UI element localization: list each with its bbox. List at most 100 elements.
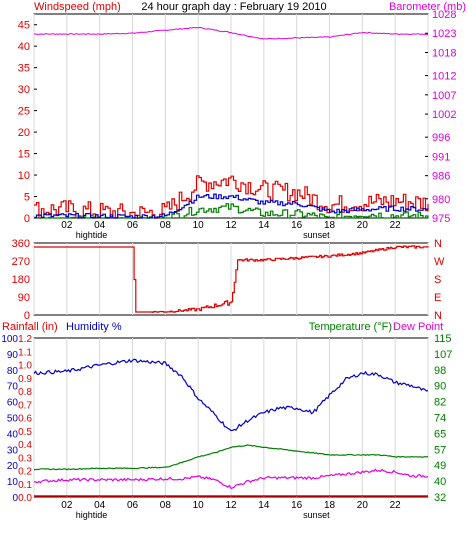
panel3-temp-tick-label: 82 bbox=[434, 397, 446, 409]
panel3-humidity-tick-label: 50 bbox=[7, 414, 19, 425]
panel1-x-tick-label: 10 bbox=[193, 220, 205, 231]
panel1-left-tick-label: 10 bbox=[18, 170, 30, 182]
panel3-x-tick-label: 12 bbox=[225, 500, 237, 511]
panel3-humidity-tick-label: 80 bbox=[7, 366, 19, 377]
panel3-x-tick-label: 02 bbox=[61, 500, 73, 511]
panel3-rain-tick-label: 0.9 bbox=[18, 374, 32, 385]
panel1-right-tick-label: 1007 bbox=[432, 90, 456, 102]
panel1-sunset-label: sunset bbox=[303, 230, 330, 240]
panel2-left-tick-label: 90 bbox=[18, 292, 30, 304]
panel1-x-tick-label: 20 bbox=[357, 220, 369, 231]
panel3-temp-tick-label: 32 bbox=[434, 492, 446, 504]
dew-point-series-line bbox=[33, 468, 429, 490]
panel1-title: 24 hour graph day : February 19 2010 bbox=[141, 1, 326, 13]
panel3-temp-tick-label: 40 bbox=[434, 476, 446, 488]
panel3-humidity-axis-title: Humidity % bbox=[66, 321, 122, 333]
panel3-x-tick-label: 14 bbox=[258, 500, 270, 511]
panel3-x-tick-label: 10 bbox=[193, 500, 205, 511]
panel1-x-tick-label: 16 bbox=[291, 220, 303, 231]
panel3-rain-tick-label: 0.7 bbox=[18, 400, 32, 411]
panel1-right-tick-label: 996 bbox=[432, 132, 450, 144]
panel2-right-tick-label: N bbox=[434, 238, 442, 250]
panel1-x-tick-label: 22 bbox=[390, 220, 402, 231]
panel3-temp-tick-label: 49 bbox=[434, 460, 446, 472]
panel2-left-tick-label: 180 bbox=[12, 274, 30, 286]
panel3-temp-tick-label: 98 bbox=[434, 365, 446, 377]
temperature-series-line bbox=[33, 444, 429, 471]
panel1-right-tick-label: 1018 bbox=[432, 47, 456, 59]
panel3-x-tick-label: 16 bbox=[291, 500, 303, 511]
panel3-x-tick-label: 22 bbox=[390, 500, 402, 511]
panel1-left-tick-label: 20 bbox=[18, 127, 30, 139]
panel3-rain-tick-label: 1.0 bbox=[18, 361, 32, 372]
panel3-rain-tick-label: 0.5 bbox=[18, 427, 32, 438]
panel3-rain-tick-label: 0.3 bbox=[18, 453, 32, 464]
panel1-left-tick-label: 0 bbox=[24, 213, 30, 225]
panel1-left-tick-label: 30 bbox=[18, 84, 30, 96]
panel1-left-tick-label: 15 bbox=[18, 149, 30, 161]
panel3-rain-tick-label: 0.2 bbox=[18, 467, 32, 478]
wind-direction-series-line bbox=[34, 245, 429, 313]
panel1-right-tick-label: 1023 bbox=[432, 28, 456, 40]
panel1-right-tick-label: 1028 bbox=[432, 9, 456, 21]
panel3-rain-tick-label: 1.1 bbox=[18, 347, 32, 358]
panel1-hightide-label: hightide bbox=[76, 230, 108, 240]
panel3-temp-tick-label: 90 bbox=[434, 381, 446, 393]
panel2-right-tick-label: N bbox=[434, 310, 442, 322]
humidity-series-line bbox=[33, 358, 429, 432]
panel3-temp-tick-label: 115 bbox=[434, 333, 452, 345]
panel3-rain-tick-label: 0.8 bbox=[18, 387, 32, 398]
panel3-rain-tick-label: 0.0 bbox=[18, 493, 32, 504]
panel3-sunset-label: sunset bbox=[303, 510, 330, 520]
panel2-left-tick-label: 360 bbox=[12, 238, 30, 250]
panel3-rain-tick-label: 0.1 bbox=[18, 480, 32, 491]
panel3-temp-tick-label: 57 bbox=[434, 444, 446, 456]
panel1-right-tick-label: 986 bbox=[432, 171, 450, 183]
panel1-x-tick-label: 06 bbox=[127, 220, 139, 231]
panel3-x-tick-label: 18 bbox=[324, 500, 336, 511]
panel3-humidity-tick-label: 20 bbox=[7, 461, 19, 472]
panel3-x-tick-label: 08 bbox=[160, 500, 172, 511]
panel1-x-tick-label: 08 bbox=[160, 220, 172, 231]
panel1-right-tick-label: 991 bbox=[432, 151, 450, 163]
panel3-temp-tick-label: 74 bbox=[434, 413, 446, 425]
panel2-right-tick-label: S bbox=[434, 274, 441, 286]
panel1-right-tick-label: 975 bbox=[432, 213, 450, 225]
panel3-x-tick-label: 06 bbox=[127, 500, 139, 511]
panel3-humidity-tick-label: 90 bbox=[7, 350, 19, 361]
panel2-left-tick-label: 270 bbox=[12, 256, 30, 268]
panel3-x-tick-label: 04 bbox=[94, 500, 106, 511]
panel2-left-tick-label: 0 bbox=[24, 310, 30, 322]
panel1-right-axis-title: Barometer (mb) bbox=[389, 1, 466, 13]
panel3-humidity-tick-label: 10 bbox=[7, 477, 19, 488]
panel3-rain-tick-label: 1.2 bbox=[18, 334, 32, 345]
panel1-x-tick-label: 14 bbox=[258, 220, 270, 231]
panel3-rain-tick-label: 0.4 bbox=[18, 440, 32, 451]
panel3-temp-tick-label: 107 bbox=[434, 349, 452, 361]
panel3-temp-tick-label: 65 bbox=[434, 428, 446, 440]
panel1-x-tick-label: 04 bbox=[94, 220, 106, 231]
panel3-rain-axis-title: Rainfall (in) bbox=[2, 321, 58, 333]
panel1-right-tick-label: 980 bbox=[432, 194, 450, 206]
panel3-humidity-tick-label: 0 bbox=[12, 493, 18, 504]
panel3-humidity-tick-label: 30 bbox=[7, 445, 19, 456]
panel3-humidity-tick-label: 100 bbox=[1, 334, 18, 345]
panel2-right-tick-label: W bbox=[434, 256, 445, 268]
panel1-right-tick-label: 1012 bbox=[432, 71, 456, 83]
panel3-rain-tick-label: 0.6 bbox=[18, 414, 32, 425]
panel3-humidity-tick-label: 60 bbox=[7, 398, 19, 409]
panel3-temp-axis-title: Temperature (°F) bbox=[309, 321, 392, 333]
panel1-x-tick-label: 02 bbox=[61, 220, 73, 231]
panel1-x-tick-label: 18 bbox=[324, 220, 336, 231]
panel3-humidity-tick-label: 70 bbox=[7, 382, 19, 393]
panel3-dew-axis-title: Dew Point bbox=[393, 321, 443, 333]
wind-avg-series-line bbox=[34, 193, 429, 219]
panel1-left-tick-label: 5 bbox=[24, 192, 30, 204]
panel3-hightide-label: hightide bbox=[76, 510, 108, 520]
panel1-left-axis-title: Windspeed (mph) bbox=[34, 1, 121, 13]
panel2-right-tick-label: E bbox=[434, 292, 441, 304]
panel1-left-tick-label: 35 bbox=[18, 63, 30, 75]
panel1-left-tick-label: 25 bbox=[18, 106, 30, 118]
